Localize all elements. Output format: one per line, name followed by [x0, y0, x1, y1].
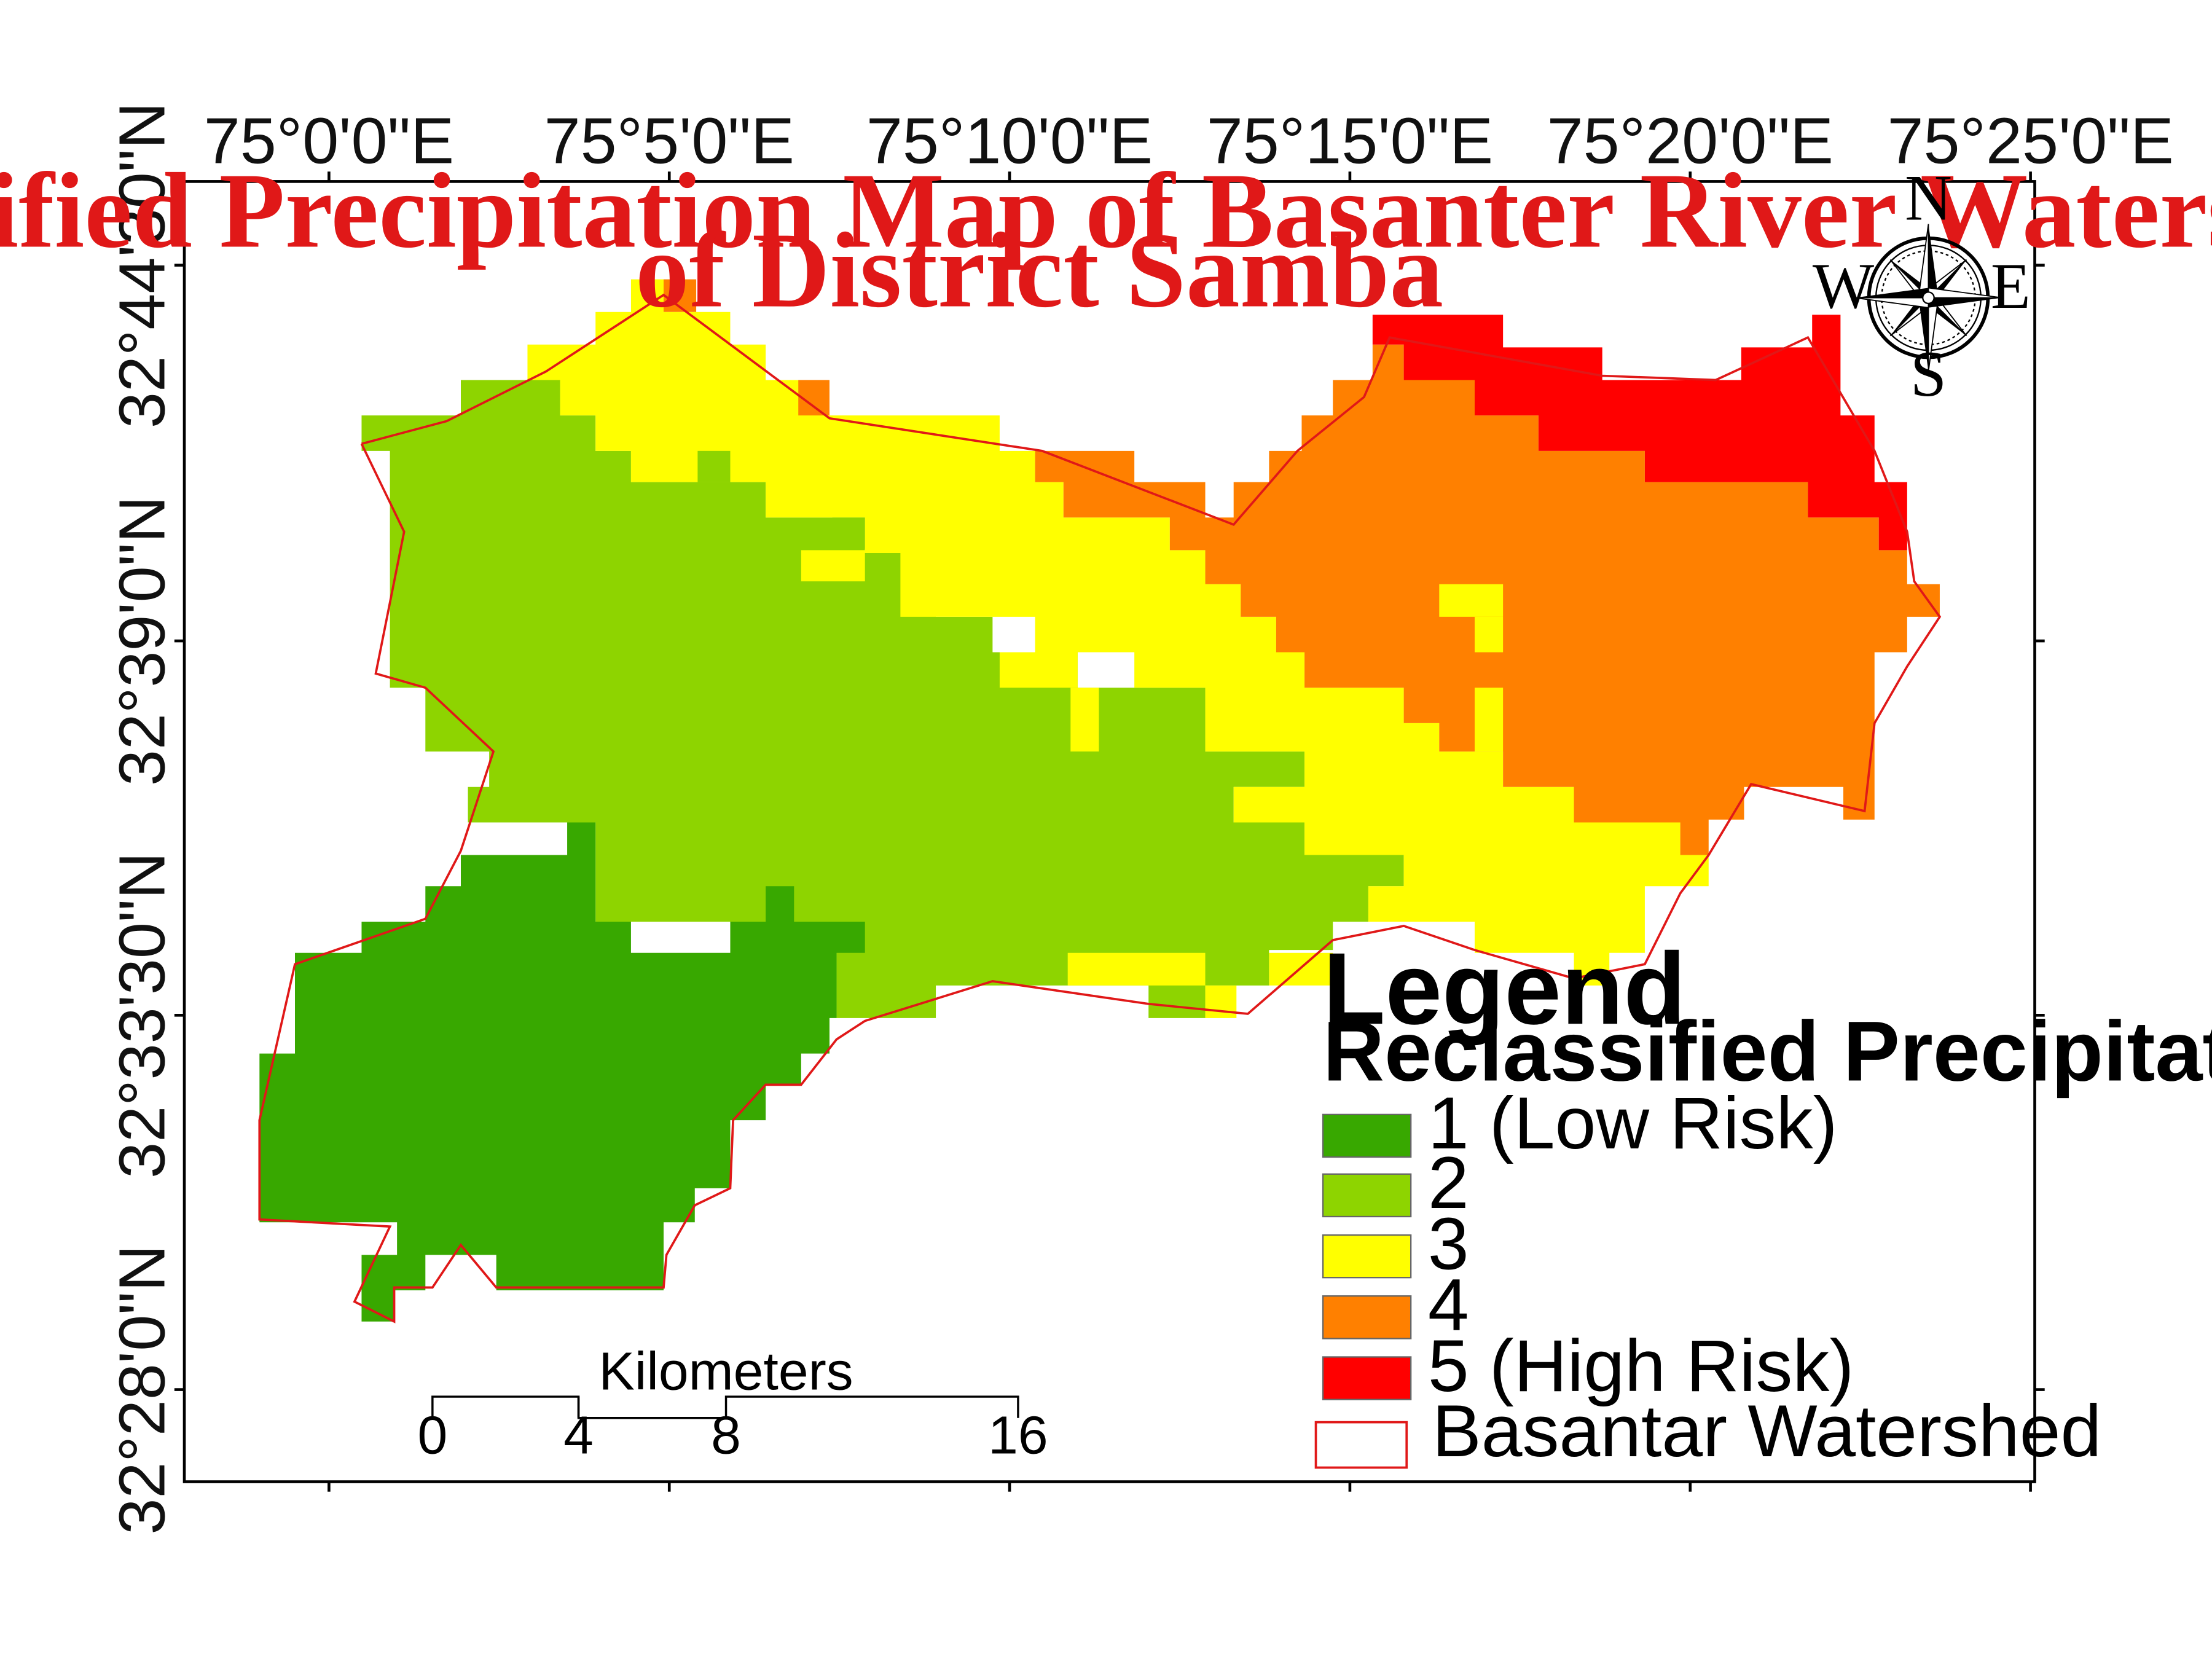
legend-subtitle: Reclassified Precipitation (mm) — [1323, 1004, 2212, 1099]
latitude-label: 32°28'0"N — [106, 1244, 179, 1534]
latitude-label: 32°39'0"N — [106, 496, 179, 786]
longitude-label: 75°0'0"E — [204, 104, 454, 177]
longitude-label: 75°15'0"E — [1207, 104, 1493, 177]
scale-tick-label: 8 — [711, 1405, 741, 1465]
legend-swatch-class-5 — [1322, 1356, 1412, 1400]
latitude-labels: 32°44'30"N 32°39'0"N 32°33'30"N 32°28'0"… — [106, 102, 179, 1535]
class-3-patch — [1475, 616, 1504, 653]
class-2-patch — [697, 482, 731, 518]
compass-south-label: S — [1910, 337, 1947, 410]
class-2-patch — [832, 517, 865, 549]
scale-bar: Kilometers 0 4 8 16 — [417, 1341, 1048, 1465]
legend-swatch-class-2 — [1322, 1173, 1412, 1218]
class-3-patch — [1439, 584, 1504, 617]
watershed-boundary — [258, 293, 1942, 1324]
legend-label-class-4: 4 — [1428, 1264, 1469, 1346]
class-1-zone — [259, 822, 865, 1322]
class-2-zone — [361, 380, 1404, 1018]
compass-west-label: W — [1813, 249, 1874, 322]
longitude-labels: 75°0'0"E 75°5'0"E 75°10'0"E 75°15'0"E 75… — [204, 104, 2174, 177]
longitude-label: 75°25'0"E — [1887, 104, 2173, 177]
longitude-label: 75°10'0"E — [866, 104, 1153, 177]
class-3-patch — [1070, 688, 1099, 752]
map-frame — [182, 180, 2036, 1483]
class-3-patch — [1475, 688, 1504, 752]
class-2-patch — [801, 550, 865, 582]
compass-rose-icon — [1854, 224, 2002, 372]
longitude-label: 75°5'0"E — [544, 104, 794, 177]
class-5-zone — [1372, 315, 1907, 551]
precipitation-raster — [259, 279, 1940, 1322]
compass-north-label: N — [1905, 162, 1952, 234]
class-2-patch — [697, 450, 731, 482]
legend: Legend Reclassified Precipitation (mm) 1… — [1314, 932, 2212, 1472]
scale-tick-label: 16 — [988, 1405, 1048, 1465]
legend-label-class-3: 3 — [1428, 1202, 1469, 1285]
legend-label-class-2: 2 — [1428, 1142, 1469, 1224]
legend-title: Legend — [1323, 932, 1686, 1046]
legend-swatch-boundary — [1314, 1421, 1408, 1469]
legend-swatch-class-3 — [1322, 1234, 1412, 1279]
latitude-label: 32°33'30"N — [106, 852, 179, 1179]
legend-label-class-1: 1 (Low Risk) — [1428, 1082, 1838, 1164]
class-3-zone — [527, 279, 1709, 986]
legend-label-class-5: 5 (High Risk) — [1428, 1325, 1854, 1407]
legend-swatch-class-1 — [1322, 1113, 1412, 1158]
longitude-label: 75°20'0"E — [1547, 104, 1834, 177]
scale-tick-label: 4 — [563, 1405, 594, 1465]
map-title-line2: of District Samba — [635, 210, 1443, 329]
legend-label-boundary: Basantar Watershed — [1432, 1390, 2101, 1472]
legend-swatch-class-4 — [1322, 1295, 1412, 1339]
scale-tick-label: 0 — [417, 1405, 447, 1465]
compass-east-label: E — [1991, 249, 2031, 322]
class-3-patch — [1067, 952, 1206, 986]
scale-unit-label: Kilometers — [598, 1341, 853, 1402]
latitude-label: 32°44'30"N — [106, 102, 179, 428]
map-title-line1: Reclassified Precipitation Map of Basant… — [0, 151, 2212, 270]
graticule-ticks — [174, 171, 2045, 1492]
